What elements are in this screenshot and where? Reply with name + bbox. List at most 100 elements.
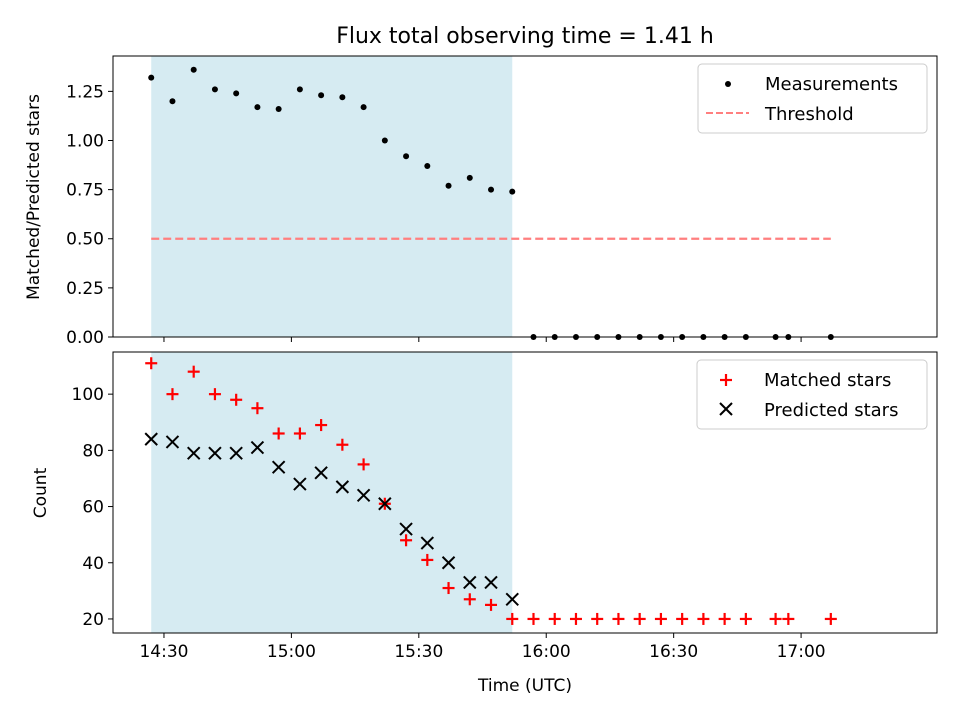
legend-threshold-label: Threshold [764,104,854,125]
matched-star-point [506,612,519,625]
matched-star-point [421,553,434,566]
matched-star-point [633,612,646,625]
bottom-legend: Matched stars Predicted stars [696,359,928,430]
bottom-ytick-label: 60 [82,498,104,518]
top-ytick-label: 0.50 [66,230,104,250]
matched-star-point [463,593,476,606]
predicted-star-point [420,536,435,550]
bottom-ytick-label: 80 [82,441,104,461]
matched-star-point [187,365,200,378]
measurement-point [169,98,176,105]
measurement-point [466,174,473,181]
matched-star-point [548,612,561,625]
matched-star-point [739,612,752,625]
measurement-point [424,163,431,170]
bottom-xtick-label: 15:30 [394,642,443,662]
matched-star-point [485,598,498,611]
top-axes-frame [112,55,938,338]
predicted-star-point [314,466,328,480]
predicted-star-point [441,556,456,570]
matched-star-point [824,612,837,625]
bottom-predicted-layer [144,432,519,606]
predicted-star-point [186,446,201,460]
matched-star-point [336,438,349,451]
legend-matched-label: Matched stars [764,370,891,391]
bottom-ytick-label: 40 [82,554,104,574]
top-ylabel: Matched/Predicted stars [24,94,44,300]
matched-star-point [208,388,221,401]
matched-star-point [166,388,179,401]
chart-title: Flux total observing time = 1.41 h [336,24,714,49]
top-ytick-label: 0.75 [66,181,104,201]
matched-star-point [230,393,243,406]
predicted-star-point [378,497,392,511]
predicted-star-point [399,522,413,536]
measurement-point [211,86,218,93]
legend-predicted-label: Predicted stars [764,400,898,421]
bottom-xtick-label: 16:30 [649,642,698,662]
matched-star-point [315,419,328,432]
measurement-point [233,90,240,97]
predicted-star-point [293,477,307,491]
measurement-point [445,182,452,189]
bottom-ylabel: Count [31,467,51,518]
predicted-star-point [229,446,243,460]
bottom-legend-box [696,359,928,430]
matched-star-point [251,402,264,415]
predicted-star-point [144,432,158,446]
predicted-star-point [208,446,222,460]
top-ytick-label: 1.00 [66,131,104,151]
top-ytick-label: 0.25 [66,279,104,299]
matched-star-point [769,612,782,625]
bottom-xticks: 14:30 15:00 15:30 16:00 16:30 17:00 [139,633,826,662]
top-xticks [163,337,802,342]
bottom-xlabel: Time (UTC) [477,676,572,696]
matched-star-point [272,427,285,440]
bottom-shading [151,352,513,633]
matched-star-point [293,427,306,440]
predicted-star-point [271,460,286,474]
top-ytick-label: 0.00 [66,328,104,348]
matched-star-point [697,612,710,625]
measurement-point [190,66,197,73]
measurement-point [318,92,325,99]
predicted-star-point [356,488,371,503]
measurement-point [339,94,346,101]
bottom-axes-frame [112,351,938,634]
predicted-star-point [335,480,350,494]
bottom-ytick-label: 100 [72,385,104,405]
matched-star-point [569,612,582,625]
predicted-star-point [484,575,498,590]
legend-measurements-label: Measurements [765,74,898,95]
bottom-xtick-label: 16:00 [522,642,571,662]
legend-predicted-marker [719,402,733,416]
bottom-shaded-interval [151,352,513,633]
matched-star-point [357,458,370,471]
matched-star-point [145,357,158,370]
top-legend: Measurements Threshold [697,63,928,134]
matched-star-point [442,582,455,595]
matched-star-point [527,612,540,625]
top-yticks: 0.00 0.25 0.50 0.75 1.00 1.25 [66,82,113,348]
bottom-yticks: 20 40 60 80 100 [72,385,113,630]
measurement-point [254,104,261,111]
bottom-ytick-label: 20 [82,610,104,630]
matched-star-point [718,612,731,625]
matched-star-point [400,534,413,547]
top-legend-box [697,63,928,134]
measurement-point [381,137,388,144]
predicted-star-point [250,440,265,455]
measurement-point [275,106,282,113]
measurement-point [403,153,410,160]
measurement-point [509,188,516,195]
matched-star-point [654,612,667,625]
matched-star-point [612,612,625,625]
measurement-point [296,86,303,93]
predicted-star-point [165,435,180,449]
measurement-point [360,104,367,111]
bottom-panel: 20 40 60 80 100 14:30 15:00 15:30 16:00 16:30 17:… [31,351,938,696]
bottom-xtick-label: 17:00 [777,642,826,662]
top-ytick-label: 1.25 [66,82,104,102]
matched-star-point [782,612,795,625]
legend-measurements-marker [725,81,731,87]
